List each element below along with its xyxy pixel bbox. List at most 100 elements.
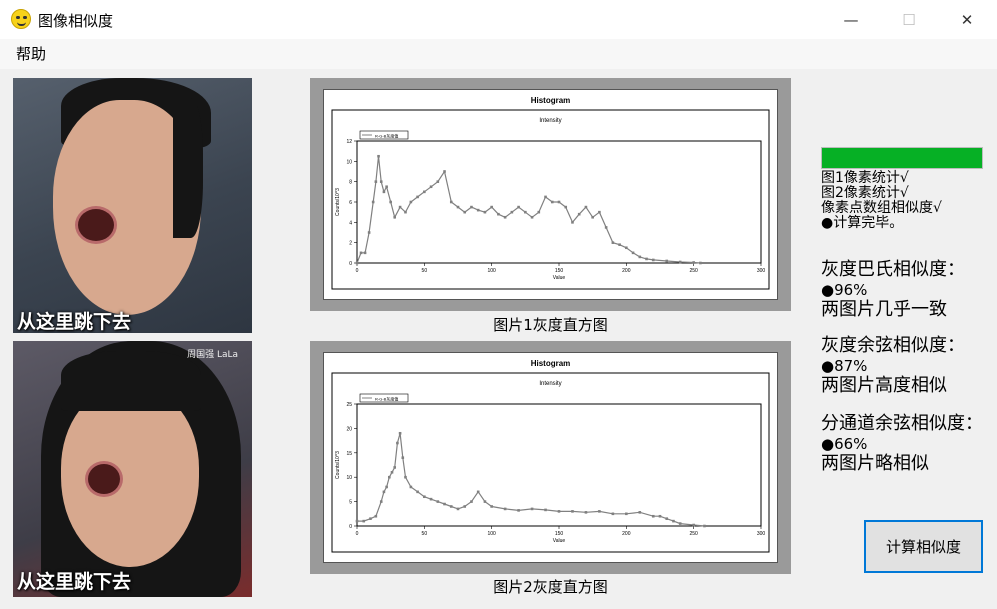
data-point [611,512,615,516]
maximize-button[interactable]: ☐ [902,10,916,29]
y-tick-label: 4 [349,220,352,226]
chart-subtitle: Intensity [539,381,561,387]
status-log: 图1像素统计√ 图2像素统计√ 像素点数组相似度√ ●计算完毕。 [821,171,942,231]
data-point [530,215,534,219]
series-line [356,156,701,264]
metric-cosine: 灰度余弦相似度： ●87% 两图片高度相似 [821,335,965,397]
data-point [379,500,383,503]
data-point [443,170,446,173]
x-axis-label: Value [553,538,566,544]
metric-value: ●87% [821,357,868,375]
y-tick-label: 10 [346,475,352,481]
data-point [598,210,601,214]
data-point [377,154,380,158]
status-line: ●计算完毕。 [821,215,904,231]
legend-box [359,393,409,403]
metric-channel-cosine: 分通道余弦相似度： ●66% 两图片略相似 [821,413,983,475]
y-tick-label: 12 [346,139,352,145]
x-tick-label: 200 [622,531,631,537]
data-point [416,490,419,494]
data-point [692,523,695,527]
data-point [699,261,702,265]
calculate-similarity-button[interactable]: 计算相似度 [864,520,983,573]
histogram-2: Histogram Intensity R-G-B灰度值 0 50 100 150 200 25… [323,352,778,563]
data-point [385,185,388,189]
data-point [678,522,682,525]
data-point [611,241,615,244]
data-point [476,208,480,212]
plot-area [356,403,762,527]
x-tick-label: 0 [356,531,359,537]
x-tick-label: 150 [555,268,564,274]
legend-label: R-G-B灰度值 [375,396,398,402]
data-point [456,205,460,209]
data-point [625,512,628,516]
data-point [672,519,675,523]
data-point [645,257,648,261]
data-point [436,500,440,503]
image-2: 周国强 LaLa 从这里跳下去 [13,341,252,597]
data-point [363,251,367,255]
status-line: 图2像素统计√ [821,185,909,201]
y-axis-label: Counts/10^3 [335,188,341,216]
data-point [389,200,392,204]
metric-label: 分通道余弦相似度： [821,413,983,434]
data-point [618,243,621,246]
data-point [429,497,433,501]
data-point [423,495,426,499]
data-point [483,500,487,503]
minimize-button[interactable]: — [843,10,859,29]
data-point [393,466,397,469]
chart-subtitle: Intensity [539,118,561,124]
menu-help[interactable]: 帮助 [16,45,47,63]
data-point [476,490,480,494]
data-point [355,519,359,523]
data-point [409,200,413,204]
image-2-caption: 从这里跳下去 [17,571,132,593]
close-button[interactable]: ✕ [960,10,974,29]
legend-label: R-G-B灰度值 [375,133,398,139]
data-point [678,260,682,264]
x-tick-label: 200 [622,268,631,274]
data-point [692,261,695,264]
data-point [374,180,378,183]
data-point [550,200,554,204]
histogram-1-frame: Histogram Intensity R-G-B灰度值 0 50 100 150 200 25… [310,78,791,311]
data-point [483,210,487,214]
y-tick-label: 10 [346,159,352,165]
data-point [398,431,402,435]
histogram-1-caption: 图片1灰度直方图 [493,316,608,334]
data-point [385,485,388,489]
data-point [416,195,419,199]
data-point [359,251,363,255]
metric-bhattacharyya: 灰度巴氏相似度： ●96% 两图片几乎一致 [821,259,965,321]
menu-bar: 帮助 [0,39,997,69]
data-point [557,510,561,513]
image-1-caption: 从这里跳下去 [17,311,132,333]
image-2-watermark: 周国强 LaLa [187,350,238,360]
metric-verdict: 两图片高度相似 [821,375,947,396]
data-point [393,215,397,219]
x-tick-label: 0 [356,268,359,274]
data-point [404,210,407,214]
y-tick-label: 0 [349,524,352,530]
progress-bar [821,147,983,169]
data-point [544,508,547,512]
data-point [517,205,520,209]
x-tick-label: 250 [689,531,698,537]
metric-label: 灰度巴氏相似度： [821,259,965,280]
data-point [651,258,655,262]
histogram-2-frame: Histogram Intensity R-G-B灰度值 0 50 100 150 200 25… [310,341,791,574]
data-point [409,485,413,489]
data-point [429,185,433,189]
data-point [530,507,534,511]
data-point [571,510,574,513]
histogram-2-caption: 图片2灰度直方图 [493,578,608,596]
y-tick-label: 15 [346,451,352,457]
x-tick-label: 300 [757,268,766,274]
x-tick-label: 300 [757,531,766,537]
chart-title: Histogram [531,96,571,105]
data-point [638,511,642,514]
data-point [382,190,386,194]
